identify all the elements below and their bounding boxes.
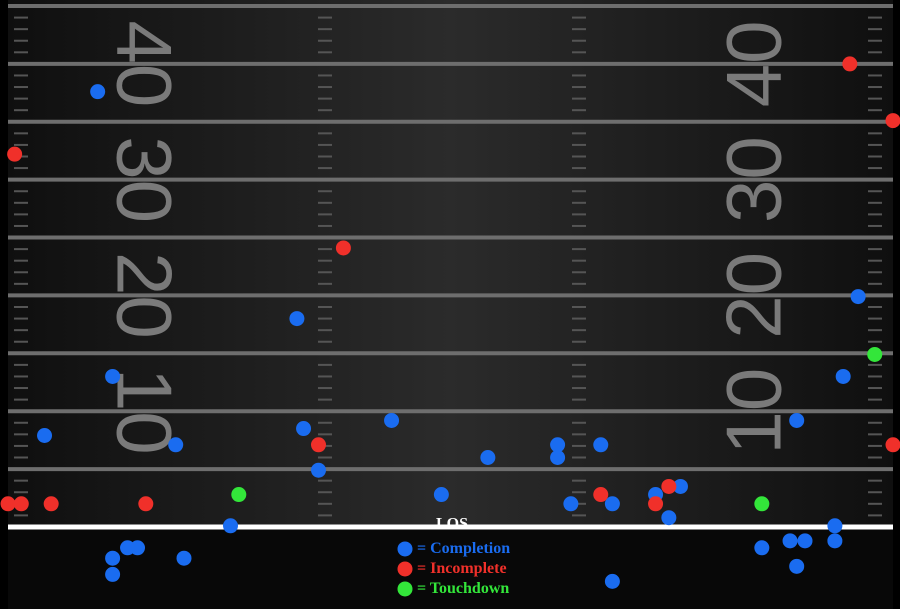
pass-dot bbox=[105, 566, 121, 582]
legend-name: Completion bbox=[430, 540, 510, 557]
pass-dot bbox=[885, 437, 900, 453]
pass-dot bbox=[672, 478, 688, 494]
legend-label: = Completion bbox=[417, 540, 510, 557]
pass-dot bbox=[661, 478, 677, 494]
pass-dot bbox=[105, 368, 121, 384]
los-label: LOS bbox=[436, 516, 468, 533]
pass-dot bbox=[296, 421, 312, 437]
legend-label: = Incomplete bbox=[417, 560, 507, 577]
pass-dot bbox=[550, 437, 566, 453]
pass-dot bbox=[37, 428, 53, 444]
legend-name: Incomplete bbox=[430, 560, 506, 577]
pass-dot bbox=[0, 496, 16, 512]
pass-dot bbox=[648, 496, 664, 512]
legend-equals: = bbox=[417, 580, 430, 597]
yard-number: 30 bbox=[710, 136, 798, 223]
pass-dot bbox=[593, 487, 609, 503]
pass-dot bbox=[842, 56, 858, 72]
legend-swatch bbox=[397, 581, 413, 597]
pass-dot bbox=[231, 487, 247, 503]
pass-dot bbox=[138, 496, 154, 512]
pass-dot bbox=[604, 573, 620, 589]
pass-dot bbox=[480, 450, 496, 465]
pass-dot bbox=[797, 533, 813, 549]
pass-dot bbox=[130, 540, 146, 556]
pass-dot bbox=[827, 518, 843, 534]
legend-label: = Touchdown bbox=[417, 580, 509, 597]
pass-dot bbox=[867, 346, 883, 362]
yard-number: 40 bbox=[710, 21, 798, 108]
pass-dot bbox=[661, 510, 677, 526]
yard-number: 40 bbox=[100, 21, 188, 108]
yard-number: 10 bbox=[710, 368, 798, 455]
pass-dot bbox=[782, 533, 798, 549]
legend-swatch bbox=[397, 541, 413, 557]
yard-number: 20 bbox=[100, 252, 188, 339]
pass-dot bbox=[222, 518, 238, 534]
legend-equals: = bbox=[417, 540, 430, 557]
pass-dot bbox=[289, 311, 305, 327]
legend-equals: = bbox=[417, 560, 430, 577]
pass-dot bbox=[789, 412, 805, 428]
pass-dot bbox=[310, 437, 326, 453]
pass-dot bbox=[335, 240, 351, 256]
pass-dot bbox=[43, 496, 59, 512]
pass-dot bbox=[90, 84, 106, 100]
legend-swatch bbox=[397, 561, 413, 577]
pass-dot bbox=[105, 550, 121, 566]
pass-dot bbox=[563, 496, 579, 512]
yard-number: 20 bbox=[710, 252, 798, 339]
pass-dot bbox=[754, 540, 770, 556]
pass-dot bbox=[13, 496, 29, 512]
pass-dot bbox=[593, 437, 609, 453]
pass-dot bbox=[850, 289, 866, 305]
pass-dot bbox=[433, 487, 449, 503]
pass-dot bbox=[168, 437, 184, 453]
field bbox=[8, 0, 893, 609]
pass-dot bbox=[885, 113, 900, 129]
pass-dot bbox=[176, 550, 192, 566]
legend-name: Touchdown bbox=[430, 580, 510, 597]
pass-dot bbox=[7, 146, 23, 162]
pass-dot bbox=[754, 496, 770, 512]
yard-number: 30 bbox=[100, 136, 188, 223]
pass-dot bbox=[604, 496, 620, 512]
pass-dot bbox=[789, 558, 805, 574]
pass-dot bbox=[835, 368, 851, 384]
pass-dot bbox=[550, 450, 566, 465]
pass-dot bbox=[384, 412, 400, 428]
backfield bbox=[8, 526, 893, 609]
pass-dot bbox=[827, 533, 843, 549]
pass-dot bbox=[310, 462, 326, 478]
